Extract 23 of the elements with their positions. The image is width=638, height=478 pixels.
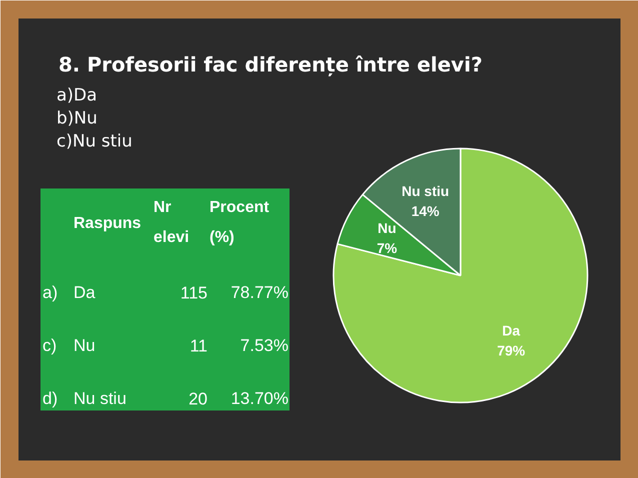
text: Nu [74,336,96,355]
text: d) [42,389,58,408]
text: Da [74,283,96,302]
data-label: 79% [497,342,526,359]
text: a)Da b)Nu c)Nu stiu [56,86,132,152]
text: a) [42,283,58,302]
text: 78.77% [230,283,289,302]
text: Nu stiu [74,389,126,408]
text: 7.53% [240,336,288,355]
text: 115 [180,284,208,302]
text: 13.70% [230,389,289,408]
slice-label: Nu [378,220,396,236]
text: 11 [190,336,208,356]
slice-label: Da [502,322,520,339]
text: 20 [188,390,208,408]
data-label: 7% [376,240,398,256]
text: Procent (%) [210,199,270,246]
slice-label: Nu stiu [402,182,450,199]
text: c) [42,336,57,355]
chart-title: 8. Profesorii fac diferențe între elevi? [58,52,482,76]
text: Raspuns [74,215,142,232]
text: Nr elevi [154,199,190,246]
data-label: 14% [411,202,440,219]
